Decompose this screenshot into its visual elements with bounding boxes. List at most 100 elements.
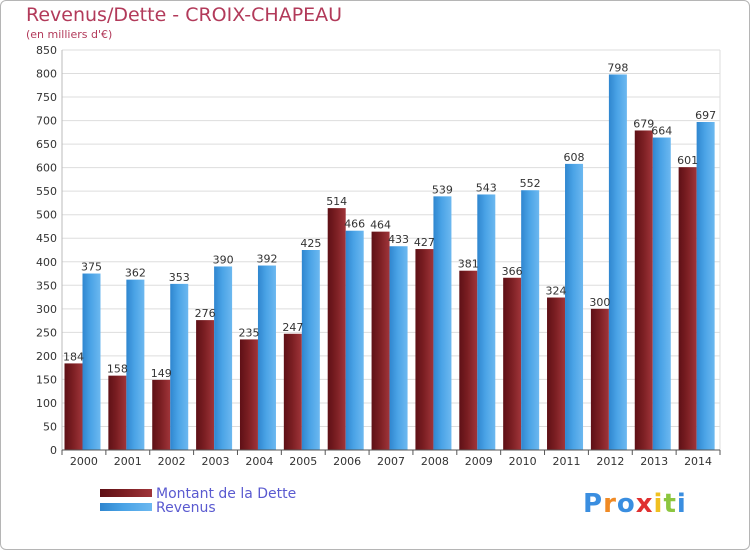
logo-letter: i <box>653 489 664 519</box>
x-tick-label: 2011 <box>552 455 580 468</box>
bar-dette <box>64 363 83 450</box>
data-label-revenus: 375 <box>81 261 102 274</box>
y-tick-label: 550 <box>36 185 57 198</box>
logo-letter: P <box>583 489 604 519</box>
data-label-dette: 679 <box>633 117 654 130</box>
x-tick-label: 2007 <box>377 455 405 468</box>
bar-revenus <box>652 137 671 450</box>
data-label-revenus: 552 <box>520 177 541 190</box>
bar-revenus <box>301 250 320 450</box>
data-label-revenus: 425 <box>300 237 321 250</box>
bar-revenus <box>257 265 276 450</box>
legend-swatch-dette <box>100 489 152 497</box>
y-tick-label: 200 <box>36 350 57 363</box>
logo-letter: r <box>603 489 617 519</box>
y-tick-label: 850 <box>36 44 57 57</box>
bar-dette <box>459 270 478 450</box>
bar-revenus <box>696 122 715 450</box>
y-tick-label: 450 <box>36 232 57 245</box>
bar-dette <box>590 308 609 450</box>
data-label-dette: 149 <box>151 367 172 380</box>
y-tick-label: 600 <box>36 162 57 175</box>
bar-revenus <box>345 230 364 450</box>
x-tick-label: 2012 <box>596 455 624 468</box>
legend-swatch-revenus <box>100 503 152 511</box>
x-tick-label: 2004 <box>245 455 273 468</box>
legend-label-dette: Montant de la Dette <box>156 486 297 502</box>
data-label-dette: 158 <box>107 363 128 376</box>
data-label-dette: 601 <box>677 154 698 167</box>
y-tick-label: 0 <box>50 444 57 457</box>
data-label-revenus: 353 <box>169 271 190 284</box>
data-label-dette: 427 <box>414 236 435 249</box>
y-tick-label: 500 <box>36 209 57 222</box>
y-tick-label: 350 <box>36 279 57 292</box>
y-tick-label: 250 <box>36 326 57 339</box>
y-tick-label: 700 <box>36 115 57 128</box>
x-tick-label: 2006 <box>333 455 361 468</box>
y-tick-label: 50 <box>43 420 57 433</box>
bar-dette <box>152 379 171 450</box>
bar-revenus <box>521 190 540 450</box>
logo-letter: o <box>616 489 636 519</box>
data-label-dette: 381 <box>458 258 479 271</box>
x-tick-label: 2005 <box>289 455 317 468</box>
logo-letter: i <box>676 489 687 519</box>
y-tick-label: 750 <box>36 91 57 104</box>
y-tick-label: 800 <box>36 68 57 81</box>
proxiti-logo[interactable]: Proxiti <box>583 489 687 519</box>
x-tick-label: 2009 <box>465 455 493 468</box>
x-tick-label: 2003 <box>202 455 230 468</box>
bar-dette <box>283 333 302 450</box>
bar-revenus <box>433 196 452 450</box>
chart-title: Revenus/Dette - CROIX-CHAPEAU <box>26 4 343 26</box>
data-label-dette: 235 <box>238 326 259 339</box>
data-label-dette: 247 <box>282 321 303 334</box>
x-tick-label: 2008 <box>421 455 449 468</box>
x-tick-label: 2000 <box>70 455 98 468</box>
bar-revenus <box>477 194 496 450</box>
bar-revenus <box>389 246 408 450</box>
data-label-revenus: 390 <box>213 253 234 266</box>
x-tick-label: 2014 <box>684 455 712 468</box>
bar-revenus <box>565 163 584 450</box>
data-label-dette: 184 <box>63 350 84 363</box>
y-tick-label: 650 <box>36 138 57 151</box>
data-label-revenus: 697 <box>695 109 716 122</box>
y-tick-label: 400 <box>36 256 57 269</box>
bar-revenus <box>214 266 233 450</box>
data-label-dette: 276 <box>195 307 216 320</box>
data-label-revenus: 543 <box>476 181 497 194</box>
bar-revenus <box>608 74 627 451</box>
bar-dette <box>547 297 566 450</box>
bar-dette <box>108 375 127 450</box>
chart-subtitle: (en milliers d'€) <box>26 28 113 41</box>
bar-dette <box>371 231 390 450</box>
bar-dette <box>196 320 215 450</box>
bar-dette <box>678 167 697 451</box>
data-label-revenus: 539 <box>432 183 453 196</box>
bar-dette <box>415 249 434 450</box>
data-label-revenus: 798 <box>607 61 628 74</box>
x-tick-label: 2013 <box>640 455 668 468</box>
data-label-dette: 324 <box>546 285 567 298</box>
bar-dette <box>239 339 258 450</box>
data-label-revenus: 664 <box>651 125 672 138</box>
data-label-dette: 366 <box>502 265 523 278</box>
bar-dette <box>503 277 522 450</box>
legend-label-revenus: Revenus <box>156 500 216 516</box>
data-label-revenus: 466 <box>344 218 365 231</box>
bar-dette <box>634 130 653 450</box>
x-tick-label: 2001 <box>114 455 142 468</box>
y-tick-label: 300 <box>36 303 57 316</box>
x-tick-label: 2010 <box>509 455 537 468</box>
data-label-dette: 514 <box>326 195 347 208</box>
data-label-revenus: 433 <box>388 233 409 246</box>
x-tick-label: 2002 <box>158 455 186 468</box>
data-label-dette: 300 <box>589 296 610 309</box>
y-tick-label: 150 <box>36 373 57 386</box>
logo-letter: t <box>663 489 677 519</box>
data-label-dette: 464 <box>370 219 391 232</box>
bar-revenus <box>126 279 145 450</box>
